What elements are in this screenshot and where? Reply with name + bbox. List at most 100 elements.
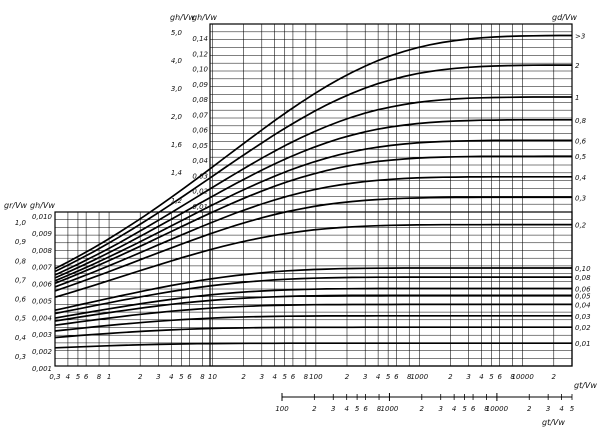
- x-tick-label: 1: [107, 373, 111, 381]
- h-upper-tick-label: 0,02: [192, 188, 208, 196]
- gr-lower-tick-label: 0,5: [15, 315, 27, 323]
- x-minor-tick-label: 2: [345, 373, 350, 381]
- x-minor-tick-label: 8: [407, 373, 412, 381]
- series-curve: [54, 303, 572, 327]
- plot-frame-upper: [209, 23, 573, 367]
- h-axis-title: gh/Vw: [192, 13, 217, 22]
- gr-lower-tick-label: 1,0: [15, 219, 27, 227]
- x-minor-tick-label: 8: [510, 373, 515, 381]
- second-x-minor-label: 4: [344, 405, 348, 413]
- gh-upper-tick-label: 2,0: [171, 113, 183, 121]
- x-minor-tick-label: 6: [394, 373, 399, 381]
- gr-lower-tick-label: 0,7: [15, 276, 27, 284]
- x-tick-label: 10: [208, 373, 217, 381]
- second-x-minor-label: 5: [462, 405, 467, 413]
- x-tick-label: 10000: [512, 373, 535, 381]
- h-lower-tick-label: 0,009: [32, 230, 53, 238]
- gr-lower-tick-label: 0,4: [15, 334, 26, 342]
- x-minor-tick-label: 5: [283, 373, 288, 381]
- series-label: >3: [575, 32, 585, 40]
- gh-upper-tick-label: 1,2: [171, 197, 183, 205]
- second-x-minor-label: 3: [438, 405, 442, 413]
- x-minor-tick-label: 2: [448, 373, 453, 381]
- series-curve: [54, 196, 572, 292]
- series-curve: [54, 96, 572, 276]
- x-minor-tick-label: 3: [156, 373, 160, 381]
- gh-upper-tick-label: 1,6: [171, 141, 183, 149]
- series-curve: [54, 294, 572, 322]
- x-minor-tick-label: 5: [386, 373, 391, 381]
- series-curve: [54, 223, 572, 299]
- series-label: 0,06: [575, 285, 591, 293]
- second-x-minor-label: 4: [452, 405, 456, 413]
- series-label: 0,02: [575, 324, 591, 332]
- h-lower-tick-label: 0,002: [32, 348, 53, 356]
- second-x-minor-label: 3: [331, 405, 335, 413]
- series-label: 0,10: [575, 265, 591, 273]
- x-tick-label: 0,3: [49, 373, 60, 381]
- second-x-tick-label: 1000: [381, 405, 399, 413]
- gr-lower-tick-label: 0,6: [15, 296, 27, 304]
- second-x-tick-label: 100: [275, 405, 289, 413]
- series-label: 2: [575, 62, 580, 70]
- series-label: 0,3: [575, 194, 586, 202]
- x-minor-tick-label: 2: [241, 373, 246, 381]
- x-axis-title: gt/Vw: [574, 381, 597, 390]
- gh-upper-tick-label: 5,0: [171, 29, 183, 37]
- h-upper-tick-label: 0,14: [192, 35, 208, 43]
- series-label: 0,2: [575, 222, 587, 230]
- second-x-minor-label: 5: [355, 405, 360, 413]
- h-upper-tick-label: 0,01: [192, 203, 208, 211]
- x-minor-tick-label: 2: [552, 373, 557, 381]
- x-minor-tick-label: 8: [304, 373, 309, 381]
- second-x-minor-label: 2: [527, 405, 532, 413]
- h-upper-tick-label: 0,03: [192, 172, 208, 180]
- x-minor-tick-label: 4: [272, 373, 276, 381]
- x-minor-tick-label: 3: [363, 373, 367, 381]
- second-x-minor-label: 2: [312, 405, 317, 413]
- x-minor-tick-label: 5: [76, 373, 81, 381]
- series-curve: [54, 314, 572, 332]
- series-curve: [54, 276, 572, 315]
- series-label: 0,6: [575, 137, 587, 145]
- gr-lower-tick-label: 0,9: [15, 238, 27, 246]
- second-x-minor-label: 4: [559, 405, 563, 413]
- curves: [54, 34, 572, 349]
- series-label: 0,5: [575, 153, 587, 161]
- h-lower-tick-label: 0,003: [32, 331, 52, 339]
- second-x-minor-label: 5: [570, 405, 575, 413]
- series-curve: [54, 118, 572, 279]
- series-curve: [54, 175, 572, 288]
- x-minor-tick-label: 6: [291, 373, 296, 381]
- h-lower-axis-title: gh/Vw: [30, 201, 55, 210]
- h-upper-tick-label: 0,04: [192, 157, 208, 165]
- h-lower-tick-label: 0,008: [32, 247, 53, 255]
- series-curve: [54, 34, 572, 270]
- gr-axis-title: gr/Vw: [4, 201, 28, 210]
- x-tick-label: 100: [309, 373, 323, 381]
- x-minor-tick-label: 3: [466, 373, 470, 381]
- gr-lower-tick-label: 0,3: [15, 353, 26, 361]
- series-curve: [54, 267, 572, 312]
- h-lower-tick-label: 0,005: [32, 297, 53, 305]
- x-minor-tick-label: 6: [497, 373, 502, 381]
- x-minor-tick-label: 6: [84, 373, 89, 381]
- x-minor-tick-label: 6: [187, 373, 192, 381]
- series-label: 0,4: [575, 174, 586, 182]
- series-label: 0,8: [575, 117, 587, 125]
- x-minor-tick-label: 4: [169, 373, 173, 381]
- x-minor-tick-label: 4: [376, 373, 380, 381]
- gh-upper-tick-label: 3,0: [171, 85, 183, 93]
- series-curve: [54, 64, 572, 273]
- x-minor-tick-label: 4: [479, 373, 483, 381]
- x-minor-tick-label: 5: [179, 373, 184, 381]
- h-upper-tick-label: 0,09: [192, 81, 208, 89]
- series-label: 0,04: [575, 301, 591, 309]
- grid-lines: [54, 23, 573, 401]
- gr-lower-tick-label: 0,8: [15, 257, 27, 265]
- series-label: 0,05: [575, 292, 591, 300]
- second-x-minor-label: 8: [484, 405, 489, 413]
- x-tick-label: 1000: [410, 373, 428, 381]
- gh-upper-tick-label: 1,4: [171, 169, 182, 177]
